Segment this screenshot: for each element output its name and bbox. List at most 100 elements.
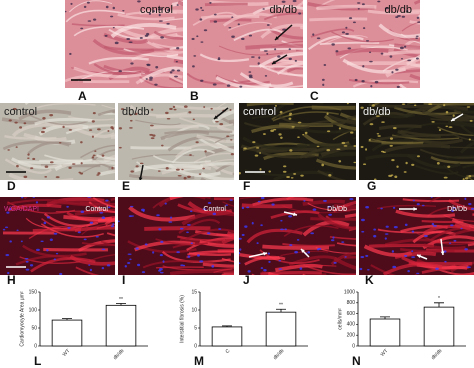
tissue-fiber <box>88 254 115 262</box>
tissue-fiber <box>129 104 188 117</box>
nucleus <box>191 37 195 41</box>
micrograph <box>239 103 356 180</box>
nucleus <box>8 119 12 122</box>
tissue-fiber <box>239 253 281 261</box>
error-bar <box>116 303 126 306</box>
y-tick-label: 0 <box>194 343 197 349</box>
nucleus <box>14 121 18 124</box>
tissue-fiber <box>251 115 294 120</box>
nucleus <box>299 267 303 270</box>
nucleus <box>174 75 178 78</box>
nucleus <box>5 253 10 257</box>
nucleus <box>229 199 233 201</box>
tissue-fiber <box>217 103 227 109</box>
tissue-fiber <box>282 242 335 247</box>
nucleus <box>95 235 99 238</box>
tissue-fiber <box>309 17 368 22</box>
nucleus <box>326 130 331 133</box>
nucleus <box>385 225 389 228</box>
tissue-fiber <box>136 161 205 172</box>
nucleus <box>416 155 420 158</box>
nucleus <box>256 147 260 149</box>
panel-letter: I <box>122 273 125 287</box>
nucleus <box>297 136 300 138</box>
nucleus <box>246 206 250 209</box>
nucleus <box>91 156 95 159</box>
nucleus <box>129 114 132 116</box>
tissue-fiber <box>142 260 213 269</box>
nucleus <box>391 250 395 253</box>
nucleus <box>152 10 155 13</box>
nucleus <box>443 104 446 107</box>
nucleus <box>343 145 348 147</box>
tissue-fiber <box>459 141 474 154</box>
nucleus <box>251 221 254 225</box>
tissue-fiber <box>276 274 281 275</box>
tissue-fiber <box>229 130 234 135</box>
tissue-fiber <box>307 34 364 51</box>
nucleus <box>373 228 377 231</box>
panel-letter: G <box>367 179 376 193</box>
nucleus <box>403 45 407 48</box>
nucleus <box>393 225 398 229</box>
tissue-fiber <box>262 244 330 250</box>
nucleus <box>186 231 189 234</box>
tissue-fiber <box>263 152 319 161</box>
nucleus <box>16 229 19 232</box>
tissue-fiber <box>437 126 474 137</box>
tissue-fiber <box>413 0 420 5</box>
tissue-fiber <box>110 22 177 39</box>
nucleus <box>134 112 138 116</box>
arrow-head <box>272 60 276 64</box>
nucleus <box>336 148 341 150</box>
arrow-head <box>301 249 305 253</box>
nucleus <box>258 56 261 59</box>
nucleus <box>411 250 414 253</box>
panel-letter: F <box>243 179 250 193</box>
tissue-fiber <box>332 200 356 213</box>
nucleus <box>289 149 293 152</box>
nucleus <box>65 10 67 13</box>
nucleus <box>416 272 420 275</box>
nucleus <box>384 233 389 235</box>
tissue-fiber <box>416 14 420 19</box>
y-axis-label: cells/mm² <box>337 308 343 330</box>
nucleus <box>207 201 212 204</box>
nucleus <box>445 125 449 128</box>
nucleus <box>297 121 302 124</box>
nucleus <box>148 12 152 15</box>
x-tick-label: WT <box>62 348 72 358</box>
bar <box>105 304 137 347</box>
nucleus <box>411 256 416 259</box>
nucleus <box>80 27 84 30</box>
nucleus <box>129 258 132 261</box>
nucleus <box>366 268 370 271</box>
nucleus <box>137 0 141 3</box>
tissue-fiber <box>171 148 215 164</box>
tissue-fiber <box>185 228 234 241</box>
nucleus <box>59 272 63 275</box>
nucleus <box>288 114 292 116</box>
nucleus <box>448 126 453 128</box>
tissue-fiber <box>213 268 234 273</box>
tissue-fiber <box>427 206 474 217</box>
tissue-fiber <box>168 74 183 84</box>
tissue-fiber <box>451 132 474 142</box>
nucleus <box>170 216 173 219</box>
arrow-head <box>263 251 267 256</box>
nucleus <box>360 255 365 259</box>
tissue-fiber <box>186 236 234 251</box>
nucleus <box>460 227 463 230</box>
error-bar <box>62 318 72 321</box>
nucleus <box>280 219 283 222</box>
tissue-fiber <box>101 104 115 110</box>
nucleus <box>260 267 264 270</box>
nucleus <box>327 205 331 208</box>
nucleus <box>239 237 242 240</box>
tissue-fiber <box>332 129 356 141</box>
nucleus <box>241 233 245 236</box>
tissue-fiber <box>424 103 474 116</box>
tissue-fiber <box>333 256 356 271</box>
nucleus <box>32 157 36 160</box>
bar <box>423 306 455 347</box>
